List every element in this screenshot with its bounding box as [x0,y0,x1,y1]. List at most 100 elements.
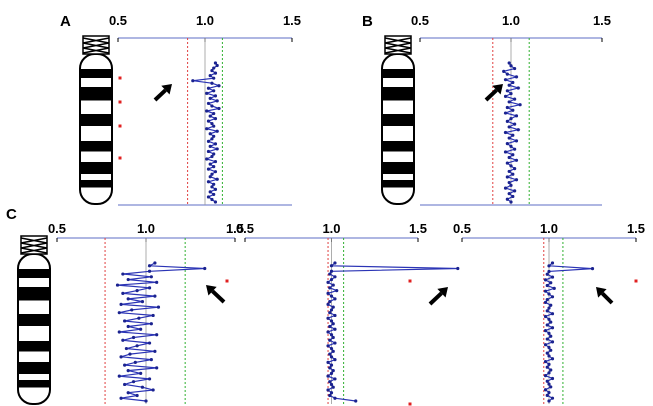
tick-label: 1.5 [409,221,427,236]
chromosome-band [19,287,49,301]
data-point [543,314,548,319]
arrow-shaft [211,289,226,304]
data-point [545,298,549,302]
data-point [509,64,513,68]
data-point [505,197,509,201]
data-point [333,396,337,400]
data-point [516,86,520,90]
data-point [329,391,334,395]
data-point [547,362,551,366]
chromosome-band [81,162,111,174]
tick-label: 0.5 [411,13,429,28]
data-point [333,341,337,345]
ratio-trace [192,62,222,203]
data-point [549,368,553,372]
data-point [333,261,337,265]
data-point [326,302,330,306]
data-point [328,286,332,290]
data-point [505,142,509,146]
data-point [210,137,214,141]
data-point [331,283,335,287]
data-point [547,399,551,403]
data-point [212,124,216,128]
arrow-head [596,287,607,298]
data-point [217,84,221,88]
chromosome-band [383,180,413,188]
data-point [543,343,548,347]
data-point [126,391,130,395]
data-point [205,91,209,95]
data-point [156,305,161,309]
data-point [547,390,551,395]
data-point [128,352,132,356]
data-point [153,261,157,265]
arrow-shaft [600,291,614,305]
data-point [543,374,548,378]
data-point [151,388,155,392]
data-point [503,186,508,190]
data-point [507,136,511,140]
ratio-plot-c3: 0.5 1.0 1.5 [453,221,645,404]
data-point [140,385,145,389]
chromosome-hatch [82,42,110,49]
red-marker [225,279,229,283]
red-marker [118,156,122,160]
data-point [213,200,218,204]
data-point [121,291,125,295]
data-point [329,319,334,323]
panel-label-a: A [60,13,71,30]
data-point [518,103,522,107]
data-point [326,291,330,295]
arrow-shaft [484,88,498,102]
data-point [507,169,511,174]
data-point [507,192,511,196]
data-point [514,75,519,79]
data-point [213,170,218,174]
data-point [135,289,139,293]
arrow-head [492,84,503,95]
arrow-a [153,84,172,102]
data-point [329,264,334,268]
red-marker [118,124,122,128]
data-point [117,330,121,334]
data-point [328,366,332,370]
tick-label: 1.0 [322,221,340,236]
red-marker [634,279,638,283]
data-point [550,376,555,381]
data-point [149,322,153,326]
data-point [511,194,515,199]
data-point [124,346,129,351]
data-point [547,382,551,386]
data-point [210,81,214,85]
data-point [210,172,214,176]
arrow-c1 [206,285,226,304]
data-point [514,158,519,162]
data-point [206,139,211,143]
data-point [119,396,123,400]
data-point [155,280,159,284]
data-point [328,380,332,384]
data-point [123,382,127,387]
data-point [126,297,130,301]
chromosome-hatch [20,237,48,244]
data-point [210,185,214,189]
panel-label-c: C [6,206,17,223]
data-point [205,109,209,113]
tick-label: 0.5 [453,221,471,236]
data-point [507,180,511,185]
data-point [550,326,555,330]
chromosome-b [381,35,415,205]
chromosome-band [19,269,49,278]
data-point [331,305,335,309]
data-point [547,306,551,310]
tick-label: 1.5 [593,13,611,28]
data-point [547,317,551,321]
data-point [117,374,121,378]
data-point [215,99,219,103]
data-point [547,269,551,274]
data-point [149,275,153,279]
data-point [326,330,330,334]
arrow-c3 [596,287,614,305]
chromosome-band [19,341,49,352]
data-point [115,283,120,287]
